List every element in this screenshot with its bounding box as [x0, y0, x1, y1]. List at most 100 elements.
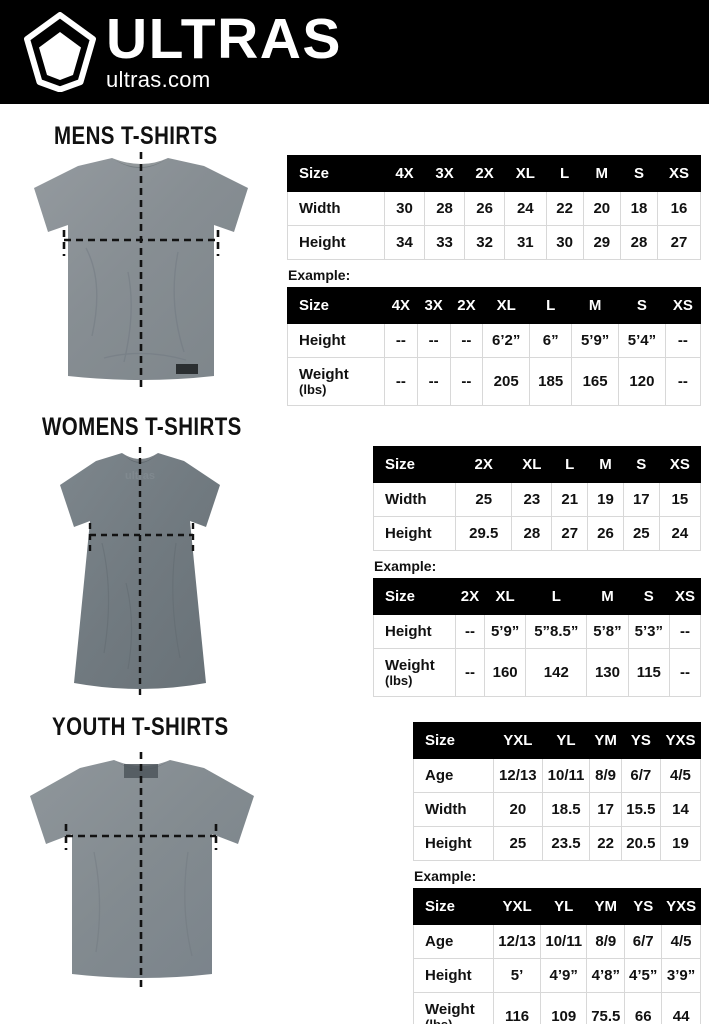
cell: 20 [493, 792, 543, 827]
col-header: Size [287, 155, 385, 192]
table-header-row: Size 4X 3X 2X XL L M S XS [287, 287, 702, 324]
col-header: XS [668, 578, 702, 615]
row-label-main: Weight [385, 657, 435, 674]
cell: 10/11 [541, 758, 591, 793]
cell: -- [384, 357, 418, 406]
womens-size-table: Size 2X XL L M S XS Width 25 23 21 19 17 [373, 446, 702, 551]
cell: 20.5 [620, 826, 661, 861]
cell: 109 [540, 992, 588, 1024]
womens-example-table: Size 2X XL L M S XS Height -- 5’9” 5”8.5… [373, 578, 702, 697]
cell: 185 [529, 357, 573, 406]
row-label: Height [413, 958, 494, 993]
brand-name: ULTRAS [106, 6, 342, 71]
row-label: Width [413, 792, 494, 827]
cell: 75.5 [586, 992, 626, 1024]
col-header: YM [586, 888, 626, 925]
cell: 17 [589, 792, 622, 827]
col-header: 2X [449, 287, 484, 324]
cell: 34 [383, 225, 426, 260]
example-label-youth: Example: [414, 868, 477, 884]
cell: 22 [589, 826, 622, 861]
section-title-mens: MENS T-SHIRTS [54, 122, 218, 150]
mens-tshirt-illustration [8, 152, 276, 392]
cell: 5’8” [586, 614, 629, 649]
cell: -- [384, 323, 418, 358]
cell: 160 [483, 648, 527, 697]
table-row: Age 12/13 10/11 8/9 6/7 4/5 [413, 758, 702, 793]
cell: 5’3” [627, 614, 670, 649]
section-title-youth: YOUTH T-SHIRTS [52, 713, 229, 741]
col-header: YM [589, 722, 622, 759]
cell: 24 [658, 516, 702, 551]
cell: 32 [464, 225, 506, 260]
cell: 23 [511, 482, 553, 517]
cell: 6/7 [624, 924, 663, 959]
table-row: Weight (lbs) -- 160 142 130 115 -- [373, 648, 702, 697]
svg-text:ultras: ultras [125, 470, 155, 482]
col-header: M [571, 287, 620, 324]
cell: 4/5 [659, 758, 702, 793]
cell: 10/11 [540, 924, 588, 959]
col-header: XS [658, 446, 702, 483]
cell: 6” [529, 323, 573, 358]
cell: 4/5 [661, 924, 701, 959]
youth-tshirt-illustration [8, 752, 276, 992]
youth-size-table: Size YXL YL YM YS YXS Age 12/13 10/11 8/… [413, 722, 702, 861]
cell: 19 [659, 826, 702, 861]
cell: 120 [618, 357, 666, 406]
womens-tables: Size 2X XL L M S XS Width 25 23 21 19 17 [373, 446, 702, 697]
row-label-unit: (lbs) [299, 382, 327, 397]
cell: 31 [504, 225, 547, 260]
table-header-row: Size 4X 3X 2X XL L M S XS [287, 155, 701, 192]
table-row: Width 30 28 26 24 22 20 18 16 [287, 191, 701, 226]
col-header: L [525, 578, 588, 615]
example-label-mens: Example: [288, 267, 351, 283]
row-label: Height [373, 516, 456, 551]
cell: 4’9” [540, 958, 588, 993]
col-header: L [545, 155, 584, 192]
mens-tables: Size 4X 3X 2X XL L M S XS Width 30 28 26 [287, 155, 702, 406]
cell: -- [416, 323, 451, 358]
table-row: Height -- -- -- 6’2” 6” 5’9” 5’4” -- [287, 323, 702, 358]
cell: 27 [551, 516, 589, 551]
cell: 142 [525, 648, 588, 697]
col-header: XS [657, 155, 701, 192]
mens-example-table: Size 4X 3X 2X XL L M S XS Height -- -- -… [287, 287, 702, 406]
cell: -- [668, 614, 702, 649]
col-header: 4X [384, 287, 418, 324]
cell: 25 [493, 826, 543, 861]
row-label: Weight (lbs) [287, 357, 385, 406]
cell: 23.5 [541, 826, 591, 861]
table-row: Height 29.5 28 27 26 25 24 [373, 516, 702, 551]
cell: 28 [511, 516, 553, 551]
col-header: XL [482, 287, 531, 324]
col-header: S [627, 578, 670, 615]
row-label: Height [373, 614, 456, 649]
cell: -- [449, 323, 484, 358]
cell: 33 [424, 225, 466, 260]
cell: 6’2” [482, 323, 531, 358]
mens-size-table: Size 4X 3X 2X XL L M S XS Width 30 28 26 [287, 155, 701, 260]
brand-website: ultras.com [106, 67, 211, 93]
cell: 18.5 [541, 792, 591, 827]
col-header: 3X [424, 155, 466, 192]
cell: 21 [551, 482, 589, 517]
row-label: Width [287, 191, 385, 226]
col-header: YS [624, 888, 663, 925]
cell: 44 [661, 992, 701, 1024]
col-header: Size [373, 578, 456, 615]
cell: 8/9 [586, 924, 626, 959]
row-label: Weight (lbs) [373, 648, 456, 697]
col-header: Size [373, 446, 456, 483]
col-header: XL [483, 578, 527, 615]
col-header: S [619, 155, 659, 192]
cell: 116 [492, 992, 542, 1024]
col-header: 2X [464, 155, 506, 192]
cell: 22 [545, 191, 584, 226]
cell: -- [449, 357, 484, 406]
table-header-row: Size YXL YL YM YS YXS [413, 722, 702, 759]
cell: 12/13 [492, 924, 542, 959]
cell: 5’9” [571, 323, 620, 358]
col-header: 2X [454, 446, 513, 483]
cell: -- [664, 323, 702, 358]
